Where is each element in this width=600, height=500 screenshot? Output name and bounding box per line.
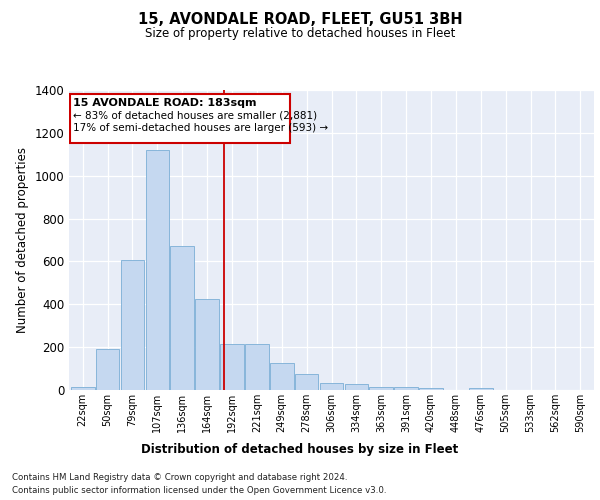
Bar: [96, 349, 119, 390]
Text: 17% of semi-detached houses are larger (593) →: 17% of semi-detached houses are larger (…: [73, 122, 329, 132]
Text: Contains public sector information licensed under the Open Government Licence v3: Contains public sector information licen…: [12, 486, 386, 495]
Text: Contains HM Land Registry data © Crown copyright and database right 2024.: Contains HM Land Registry data © Crown c…: [12, 472, 347, 482]
Bar: [170, 246, 194, 390]
Text: 15, AVONDALE ROAD, FLEET, GU51 3BH: 15, AVONDALE ROAD, FLEET, GU51 3BH: [137, 12, 463, 28]
Text: ← 83% of detached houses are smaller (2,881): ← 83% of detached houses are smaller (2,…: [73, 110, 317, 120]
Bar: [469, 388, 493, 390]
Text: 15 AVONDALE ROAD: 183sqm: 15 AVONDALE ROAD: 183sqm: [73, 98, 257, 108]
Bar: [195, 299, 219, 390]
Text: Distribution of detached houses by size in Fleet: Distribution of detached houses by size …: [142, 442, 458, 456]
Bar: [121, 260, 144, 390]
Text: Size of property relative to detached houses in Fleet: Size of property relative to detached ho…: [145, 28, 455, 40]
Bar: [370, 388, 393, 390]
Bar: [220, 344, 244, 390]
Bar: [245, 344, 269, 390]
Bar: [419, 388, 443, 390]
Bar: [394, 388, 418, 390]
Bar: [320, 383, 343, 390]
Bar: [70, 94, 290, 142]
Bar: [270, 363, 293, 390]
Bar: [344, 384, 368, 390]
Bar: [71, 387, 95, 390]
Bar: [146, 150, 169, 390]
Y-axis label: Number of detached properties: Number of detached properties: [16, 147, 29, 333]
Bar: [295, 374, 319, 390]
